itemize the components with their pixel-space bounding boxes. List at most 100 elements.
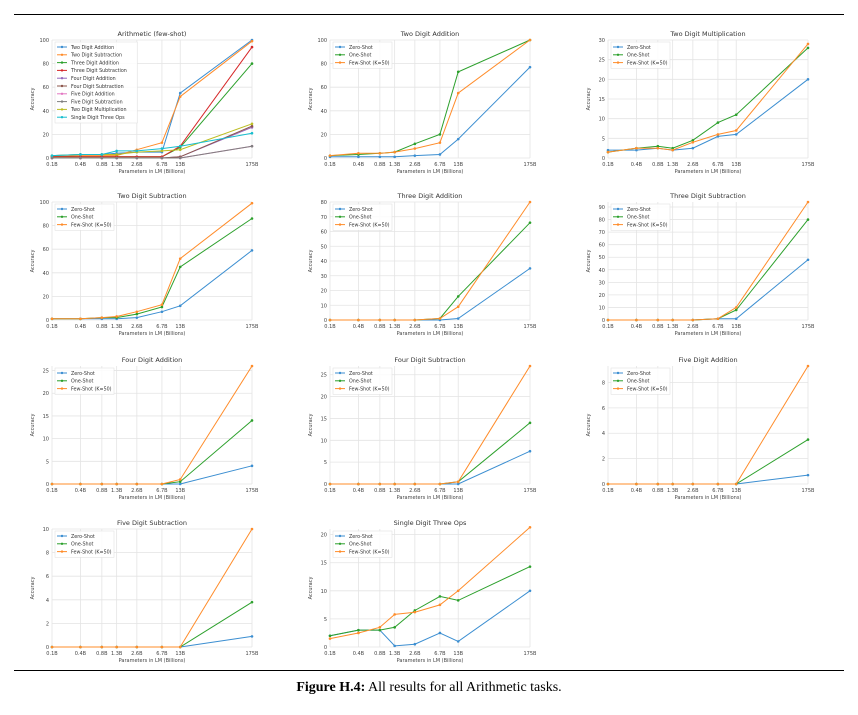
series-line xyxy=(330,365,531,485)
legend-marker xyxy=(60,92,64,96)
legend-marker xyxy=(60,223,64,226)
data-point xyxy=(357,318,360,322)
data-point xyxy=(250,527,254,531)
x-tick-label: 0.1B xyxy=(602,324,614,330)
y-tick-label: 40 xyxy=(599,268,605,274)
legend-entry: Zero-Shot xyxy=(627,207,651,213)
x-tick-label: 0.4B xyxy=(353,488,365,494)
series-line xyxy=(608,78,809,151)
series-line xyxy=(329,526,531,640)
data-point xyxy=(250,217,254,220)
x-tick-label: 2.6B xyxy=(409,651,421,657)
legend-entry: One-Shot xyxy=(349,542,372,548)
chart-title: Five Digit Addition xyxy=(678,356,737,364)
x-tick-label: 0.1B xyxy=(46,162,58,168)
data-point xyxy=(528,38,532,42)
y-tick-label: 20 xyxy=(43,294,49,300)
legend-marker xyxy=(338,53,342,56)
data-point xyxy=(456,295,460,298)
data-point xyxy=(178,645,182,649)
data-point xyxy=(115,482,118,486)
y-tick-label: 8 xyxy=(46,551,49,557)
data-point xyxy=(178,95,182,98)
data-point xyxy=(606,318,610,322)
x-tick-label: 175B xyxy=(524,651,538,657)
data-point xyxy=(160,149,164,153)
x-tick-label: 13B xyxy=(453,162,463,168)
legend-marker xyxy=(616,215,620,218)
data-point xyxy=(438,482,442,486)
x-tick-label: 2.6B xyxy=(409,488,421,494)
y-axis-label: Accuracy xyxy=(586,88,592,111)
y-tick-label: 10 xyxy=(43,527,49,533)
x-tick-label: 0.8B xyxy=(374,162,386,168)
y-tick-label: 10 xyxy=(43,437,49,443)
chart-title: Two Digit Subtraction xyxy=(116,192,186,200)
data-point xyxy=(734,308,738,312)
legend-entry: Two Digit Subtraction xyxy=(70,53,122,59)
data-point xyxy=(100,482,104,486)
legend-marker xyxy=(338,215,342,218)
x-axis-label: Parameters in LM (Billions) xyxy=(397,331,464,337)
data-point xyxy=(378,155,382,159)
data-point xyxy=(528,565,532,568)
data-point xyxy=(160,141,164,144)
data-point xyxy=(250,39,254,43)
legend-entry: Zero-Shot xyxy=(349,371,373,377)
data-point xyxy=(393,150,396,154)
x-tick-label: 13B xyxy=(453,324,463,330)
data-point xyxy=(635,148,638,152)
data-point xyxy=(716,133,720,136)
x-tick-label: 2.6B xyxy=(409,162,421,168)
x-tick-label: 13B xyxy=(175,324,185,330)
x-tick-label: 1.3B xyxy=(389,488,401,494)
x-tick-label: 1.3B xyxy=(389,651,401,657)
x-tick-label: 0.1B xyxy=(46,651,58,657)
x-tick-label: 0.1B xyxy=(324,162,336,168)
data-point xyxy=(438,603,442,607)
chart-panel: 0 10 20 30 40 50 60 70 80 90 0.1B 0.4B 0.8B 1.3B 2.6B 6… xyxy=(586,192,815,337)
x-tick-label: 13B xyxy=(453,488,463,494)
x-tick-label: 6.7B xyxy=(712,488,724,494)
y-tick-label: 0 xyxy=(324,156,327,162)
y-tick-label: 0 xyxy=(324,482,327,488)
x-tick-label: 0.4B xyxy=(353,324,365,330)
x-tick-label: 1.3B xyxy=(111,324,123,330)
data-point xyxy=(328,482,332,486)
legend-entry: Few-Shot (K=50) xyxy=(71,222,112,228)
data-point xyxy=(606,482,610,486)
data-point xyxy=(438,133,442,136)
data-point xyxy=(806,46,810,50)
legend-entry: Zero-Shot xyxy=(71,371,95,377)
x-tick-label: 1.3B xyxy=(111,162,123,168)
x-tick-label: 13B xyxy=(453,651,463,657)
x-tick-label: 0.1B xyxy=(602,488,614,494)
legend-entry: Few-Shot (K=50) xyxy=(71,386,112,392)
legend-marker xyxy=(60,371,64,375)
y-tick-label: 100 xyxy=(39,200,49,206)
y-tick-label: 2 xyxy=(602,457,605,463)
data-point xyxy=(328,634,332,638)
data-point xyxy=(635,146,638,150)
series-line xyxy=(329,39,531,157)
chart-title: Three Digit Addition xyxy=(397,192,463,200)
y-tick-label: 50 xyxy=(599,255,605,261)
y-tick-label: 15 xyxy=(321,561,327,567)
legend-marker xyxy=(60,542,64,545)
legend-entry: Zero-Shot xyxy=(627,45,651,51)
y-tick-label: 20 xyxy=(43,132,49,138)
x-tick-label: 1.3B xyxy=(667,488,679,494)
data-point xyxy=(178,478,182,481)
data-point xyxy=(135,149,139,153)
x-tick-label: 1.3B xyxy=(111,488,123,494)
series-line xyxy=(52,528,253,648)
y-axis-label: Accuracy xyxy=(586,250,592,273)
legend-entry: Zero-Shot xyxy=(349,207,373,213)
data-point xyxy=(393,613,396,616)
data-point xyxy=(178,482,182,486)
x-tick-label: 0.8B xyxy=(374,488,386,494)
data-point xyxy=(635,318,638,322)
y-tick-label: 15 xyxy=(321,416,327,422)
data-point xyxy=(456,480,460,484)
